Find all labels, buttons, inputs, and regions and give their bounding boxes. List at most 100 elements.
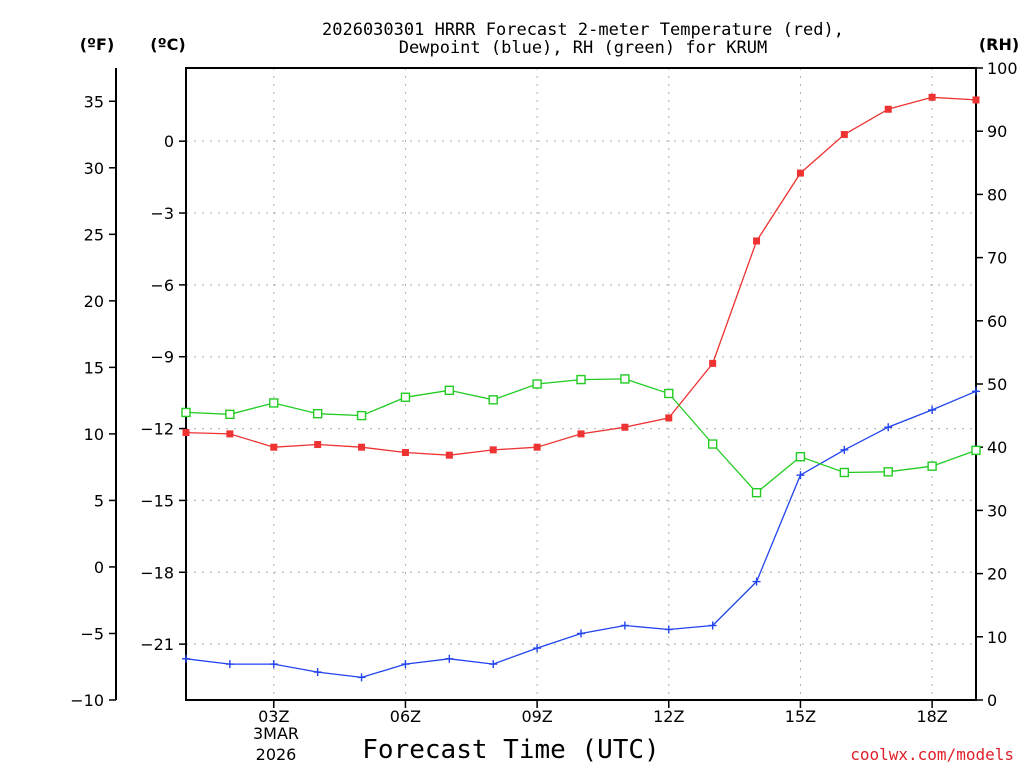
tick-labels: −10 −5 0 5 10 15 20 25 30 35 0 −3 −6 −9 −12 −15 −18 −21 0 1… <box>70 59 1017 726</box>
temperature-point <box>753 237 761 245</box>
dewpoint-point <box>577 629 585 638</box>
fahrenheit-tick-label: 5 <box>94 491 104 510</box>
x-tick-label: 09Z <box>521 707 552 726</box>
dewpoint-point <box>489 660 498 669</box>
temperature-point <box>577 430 585 438</box>
fahrenheit-tick-label: 15 <box>84 358 104 377</box>
rh-point <box>576 374 586 385</box>
celsius-tick-label: −6 <box>150 276 174 295</box>
temperature-point <box>401 449 409 457</box>
rh-tick-label: 70 <box>987 249 1007 268</box>
temperature-point <box>445 451 453 459</box>
dewpoint-point <box>269 660 278 669</box>
x-tick-label: 18Z <box>916 707 947 726</box>
rh-tick-label: 20 <box>987 565 1007 584</box>
fahrenheit-tick-label: 35 <box>84 92 104 111</box>
date-month-label: 3MAR <box>253 724 299 743</box>
rh-tick-label: 10 <box>987 628 1007 647</box>
celsius-unit-label: (ºC) <box>150 35 185 54</box>
rh-tick-label: 30 <box>987 501 1007 520</box>
temperature-point <box>884 105 892 113</box>
temperature-point <box>533 443 541 451</box>
temperature-point <box>226 430 234 438</box>
rh-point <box>444 385 455 396</box>
rh-point <box>620 374 630 384</box>
temperature-point <box>796 169 804 177</box>
temperature-point <box>709 359 717 367</box>
data-series <box>181 93 981 682</box>
rh-tick-label: 60 <box>987 312 1007 331</box>
rh-tick-label: 0 <box>987 691 997 710</box>
rh-point <box>795 451 806 462</box>
rh-point <box>751 488 762 498</box>
x-tick-label: 15Z <box>785 707 816 726</box>
dewpoint-point <box>972 387 980 396</box>
celsius-tick-label: −21 <box>140 635 174 654</box>
fahrenheit-tick-label: 0 <box>94 558 104 577</box>
x-axis-title: Forecast Time (UTC) <box>362 735 659 765</box>
fahrenheit-tick-label: 20 <box>84 292 104 311</box>
fahrenheit-tick-label: 30 <box>84 159 104 178</box>
rh-point <box>269 398 279 408</box>
celsius-tick-label: −15 <box>140 491 174 510</box>
temperature-point <box>314 441 322 449</box>
credit-text: coolwx.com/models <box>850 745 1014 764</box>
temperature-point <box>840 131 848 139</box>
date-year-label: 2026 <box>256 745 297 764</box>
x-tick-label: 06Z <box>390 707 421 726</box>
dewpoint-point <box>796 471 805 480</box>
axes <box>109 67 983 708</box>
celsius-tick-label: −9 <box>150 348 174 367</box>
x-tick-label: 03Z <box>258 707 289 726</box>
celsius-tick-label: −3 <box>150 204 174 223</box>
rh-tick-label: 90 <box>987 122 1007 141</box>
fahrenheit-unit-label: (ºF) <box>80 35 115 54</box>
rh-point <box>488 395 498 405</box>
rh-unit-label: (RH) <box>979 35 1019 54</box>
dewpoint-point <box>445 654 454 663</box>
dewpoint-point <box>840 445 849 454</box>
dewpoint-point <box>664 625 673 634</box>
dewpoint-point <box>357 673 366 682</box>
fahrenheit-tick-label: −5 <box>80 624 104 643</box>
rh-tick-label: 100 <box>987 59 1018 78</box>
rh-point <box>927 461 937 471</box>
temperature-point <box>621 423 629 431</box>
celsius-tick-label: 0 <box>164 132 174 151</box>
dewpoint-point <box>884 423 893 432</box>
rh-tick-label: 40 <box>987 438 1007 457</box>
dewpoint-point <box>752 577 761 586</box>
rh-point <box>707 439 718 449</box>
temperature-point <box>928 93 936 101</box>
temperature-line <box>185 96 977 456</box>
dewpoint-point <box>401 660 410 669</box>
rh-point <box>400 392 411 402</box>
celsius-tick-label: −12 <box>140 420 174 439</box>
temperature-point <box>270 443 278 451</box>
rh-tick-label: 50 <box>987 375 1007 394</box>
rh-point <box>312 409 323 419</box>
rh-point <box>971 445 981 456</box>
temperature-point <box>972 96 980 104</box>
temperature-point <box>665 414 673 422</box>
fahrenheit-tick-label: −10 <box>70 691 104 710</box>
dewpoint-point <box>313 668 322 677</box>
dewpoint-point <box>182 654 190 663</box>
chart-subtitle: Dewpoint (blue), RH (green) for KRUM <box>399 38 767 58</box>
dewpoint-point <box>620 621 629 630</box>
dewpoint-point <box>708 621 717 630</box>
rh-point <box>532 379 542 389</box>
celsius-tick-label: −18 <box>140 563 174 582</box>
rh-point <box>181 407 191 418</box>
rh-point <box>839 467 850 478</box>
x-tick-label: 12Z <box>653 707 684 726</box>
temperature-point <box>182 429 190 437</box>
rh-point <box>883 467 893 477</box>
chart-title: 2026030301 HRRR Forecast 2-meter Tempera… <box>322 20 844 40</box>
fahrenheit-tick-label: 10 <box>84 425 104 444</box>
rh-tick-label: 80 <box>987 185 1007 204</box>
rh-point <box>225 409 235 420</box>
rh-point <box>664 388 674 399</box>
rh-point <box>356 410 367 421</box>
